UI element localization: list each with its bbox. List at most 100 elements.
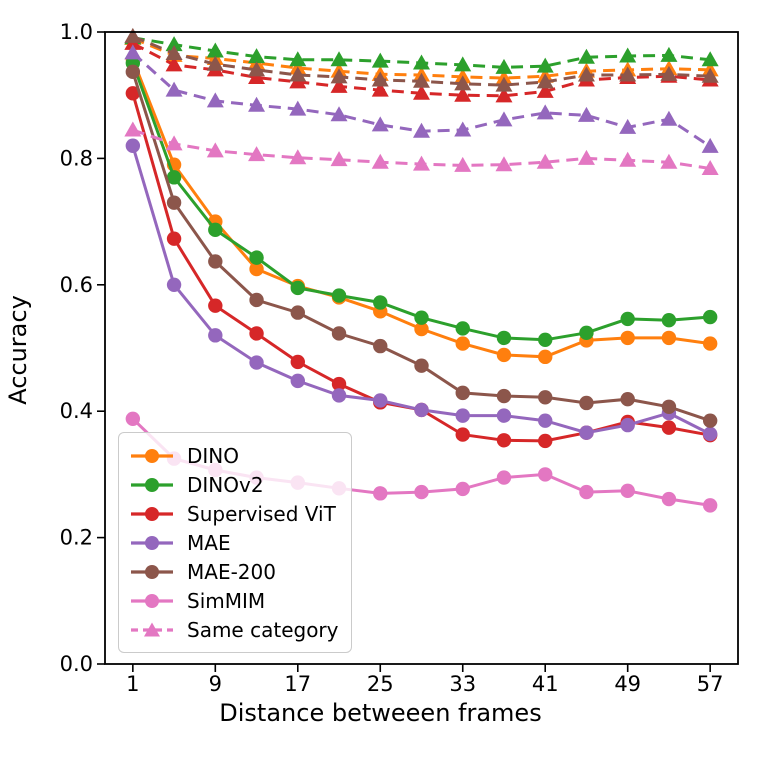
- marker-triangle-simmim-same-category: [536, 153, 554, 169]
- marker-circle-simmim: [702, 498, 718, 513]
- x-tick-label: 17: [284, 672, 311, 696]
- marker-triangle-dinov2-same-category: [413, 54, 430, 70]
- marker-circle-dinov2: [579, 325, 594, 341]
- marker-circle-mae-200: [249, 292, 264, 308]
- marker-circle-mae-200: [290, 305, 305, 320]
- series-line-mae: [131, 145, 711, 436]
- legend-item-simmim: SimMIM: [129, 588, 341, 614]
- marker-triangle-supervised-vit-same-category: [330, 77, 348, 93]
- marker-triangle-supervised-vit-same-category: [371, 81, 389, 97]
- y-tick-label: 0.6: [60, 273, 93, 297]
- y-tick-label: 0.8: [60, 146, 93, 170]
- marker-triangle-simmim-same-category: [289, 149, 307, 165]
- legend: DINO DINOv2 Supervised ViT MAE MAE-200 SimMIM…: [118, 432, 352, 653]
- marker-circle-supervised-vit: [290, 354, 305, 370]
- legend-marker-circle: [145, 506, 159, 521]
- marker-circle-dinov2: [249, 250, 264, 265]
- marker-circle-mae: [538, 413, 553, 428]
- marker-triangle-dinov2-same-category: [289, 51, 307, 67]
- x-tick-label: 49: [614, 672, 641, 696]
- marker-triangle-mae-200-same-category: [619, 66, 637, 82]
- marker-circle-mae-200: [538, 390, 553, 405]
- marker-circle-dino: [620, 330, 635, 346]
- marker-circle-mae-200: [702, 413, 718, 428]
- marker-triangle-mae-same-category: [577, 106, 595, 122]
- marker-triangle-simmim-same-category: [701, 160, 719, 176]
- marker-triangle-mae-200-same-category: [165, 44, 183, 60]
- series-dinov2: [125, 55, 718, 347]
- marker-triangle-simmim-same-category: [124, 121, 142, 137]
- legend-label-same-category: Same category: [187, 617, 339, 642]
- legend-label-dinov2: DINOv2: [187, 472, 264, 497]
- marker-triangle-simmim-same-category: [495, 156, 513, 172]
- marker-circle-simmim: [620, 483, 635, 499]
- legend-label-dino: DINO: [187, 443, 240, 468]
- legend-item-dino: DINO: [129, 443, 341, 469]
- y-tick-label: 1.0: [60, 20, 93, 44]
- legend-label-simmim: SimMIM: [187, 588, 266, 613]
- marker-circle-mae: [331, 388, 347, 403]
- marker-circle-supervised-vit: [125, 86, 141, 101]
- marker-triangle-mae-200-same-category: [289, 66, 307, 82]
- marker-circle-dinov2: [620, 311, 635, 327]
- marker-circle-dinov2: [331, 288, 347, 303]
- marker-triangle-mae-200-same-category: [660, 65, 678, 81]
- marker-triangle-dinov2-same-category: [165, 36, 183, 52]
- marker-circle-dinov2: [702, 309, 718, 325]
- marker-circle-dino: [702, 336, 718, 351]
- marker-circle-supervised-vit: [331, 376, 347, 392]
- marker-circle-supervised-vit: [661, 420, 677, 435]
- marker-triangle-simmim-same-category: [660, 153, 678, 169]
- marker-circle-dinov2: [208, 222, 223, 238]
- marker-triangle-supervised-vit-same-category: [248, 69, 266, 85]
- marker-circle-mae-200: [496, 388, 512, 404]
- marker-circle-mae-200: [208, 254, 223, 269]
- marker-triangle-mae-200-same-category: [371, 71, 389, 87]
- marker-circle-supervised-vit: [166, 231, 182, 246]
- marker-circle-simmim: [455, 481, 470, 497]
- marker-circle-dinov2: [455, 321, 470, 336]
- y-tick-label: 0.2: [60, 526, 93, 550]
- legend-swatch-mae-200: [131, 564, 173, 579]
- series-mae-200-same-category: [124, 27, 719, 92]
- marker-triangle-dinov2-same-category: [660, 46, 678, 62]
- series-mae-200: [125, 64, 718, 428]
- marker-triangle-simmim-same-category: [454, 156, 472, 172]
- marker-circle-mae: [620, 417, 635, 433]
- marker-triangle-mae-200-same-category: [701, 67, 719, 83]
- plot-border: [104, 31, 739, 665]
- legend-swatch-dinov2: [131, 477, 173, 492]
- marker-circle-dino: [414, 321, 429, 337]
- marker-circle-mae-200: [579, 395, 594, 411]
- x-tick-label: 41: [532, 672, 559, 696]
- legend-marker-circle: [145, 535, 159, 550]
- marker-triangle-dinov2-same-category: [371, 52, 389, 68]
- y-axis-label: Accuracy: [4, 295, 32, 405]
- marker-triangle-mae-same-category: [206, 92, 224, 108]
- legend-marker-triangle: [144, 622, 160, 636]
- marker-circle-mae: [166, 277, 182, 292]
- marker-triangle-simmim-same-category: [577, 149, 595, 165]
- marker-circle-simmim: [414, 484, 429, 500]
- marker-circle-dinov2: [661, 312, 677, 328]
- marker-circle-dino: [496, 347, 512, 363]
- marker-triangle-mae-same-category: [495, 111, 513, 127]
- marker-circle-dinov2: [414, 310, 429, 325]
- legend-swatch-dino: [131, 448, 173, 463]
- legend-label-mae: MAE: [187, 530, 231, 555]
- legend-item-dinov2: DINOv2: [129, 472, 341, 498]
- marker-triangle-dinov2-same-category: [248, 48, 266, 64]
- marker-triangle-simmim-same-category: [248, 146, 266, 162]
- marker-circle-mae-200: [414, 358, 429, 373]
- marker-triangle-mae-same-category: [619, 118, 637, 134]
- series-simmim-same-category: [124, 121, 719, 176]
- marker-circle-mae-200: [455, 385, 470, 401]
- marker-circle-mae-200: [125, 64, 141, 80]
- series-mae: [125, 138, 718, 442]
- marker-triangle-simmim-same-category: [371, 153, 389, 169]
- marker-triangle-mae-same-category: [371, 116, 389, 132]
- legend-swatch-simmim: [131, 593, 173, 608]
- x-axis-label: Distance betweeen frames: [219, 699, 542, 727]
- marker-circle-mae: [373, 393, 388, 408]
